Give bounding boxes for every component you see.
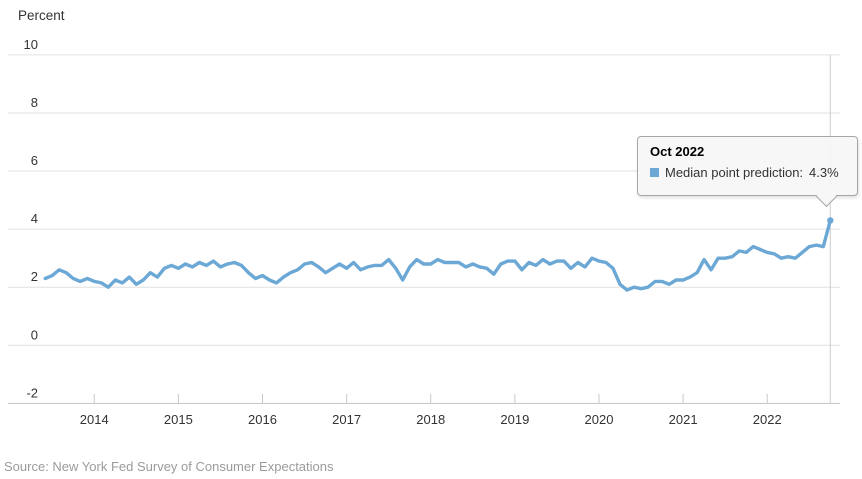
series-swatch-icon bbox=[650, 168, 659, 177]
y-tick-label: 2 bbox=[31, 269, 38, 284]
x-tick-label: 2020 bbox=[585, 412, 614, 427]
tooltip-value: 4.3% bbox=[809, 165, 839, 180]
y-tick-label: 8 bbox=[31, 95, 38, 110]
source-note: Source: New York Fed Survey of Consumer … bbox=[4, 459, 334, 474]
x-tick-label: 2016 bbox=[248, 412, 277, 427]
x-tick-label: 2015 bbox=[164, 412, 193, 427]
x-tick-label: 2019 bbox=[500, 412, 529, 427]
y-tick-label: 0 bbox=[31, 327, 38, 342]
y-tick-label: 6 bbox=[31, 153, 38, 168]
tooltip-series-label: Median point prediction: bbox=[665, 165, 804, 180]
y-tick-label: 10 bbox=[24, 37, 38, 52]
hovered-point-marker[interactable] bbox=[827, 217, 834, 224]
tooltip: Oct 2022 Median point prediction: 4.3% bbox=[637, 136, 858, 208]
x-tick-label: 2022 bbox=[753, 412, 782, 427]
series-line[interactable] bbox=[43, 218, 832, 292]
x-tick-label: 2018 bbox=[416, 412, 445, 427]
tooltip-title: Oct 2022 bbox=[650, 144, 705, 159]
y-axis-title: Percent bbox=[18, 8, 65, 23]
y-tick-label: -2 bbox=[26, 385, 38, 400]
x-tick-label: 2017 bbox=[332, 412, 361, 427]
x-tick-label: 2014 bbox=[80, 412, 109, 427]
x-tick-label: 2021 bbox=[669, 412, 698, 427]
y-tick-label: 4 bbox=[31, 211, 38, 226]
